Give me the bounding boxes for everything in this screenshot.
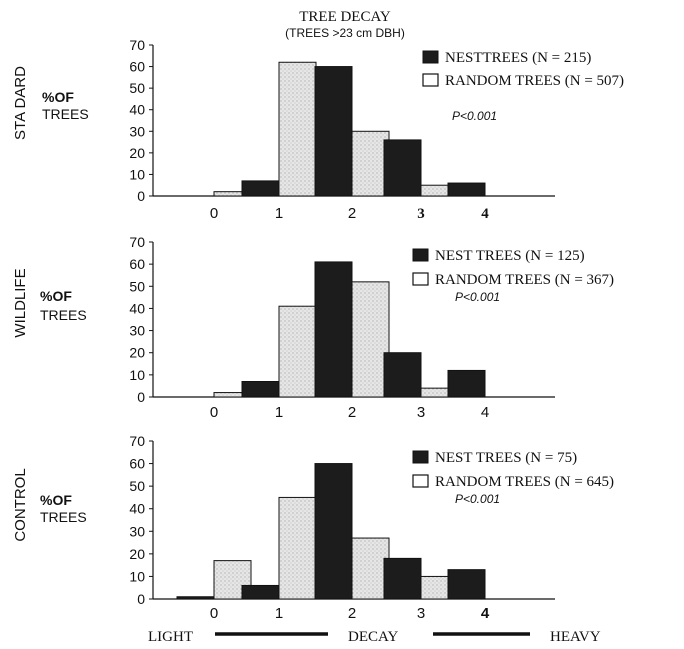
y-tick-label-control: 10 bbox=[129, 568, 145, 584]
y-tick-label-wildlife: 0 bbox=[137, 389, 145, 405]
panel-label-standard: STA DARD bbox=[12, 66, 29, 140]
y-tick-label-standard: 70 bbox=[129, 37, 145, 53]
x-tick-label-control: 0 bbox=[210, 605, 218, 622]
bar-random-control-1 bbox=[278, 496, 317, 600]
p-value-annotation-standard: P<0.001 bbox=[452, 109, 497, 123]
y-tick-label-wildlife: 10 bbox=[129, 367, 145, 383]
legend-swatch-nest-control bbox=[412, 450, 429, 464]
y-tick-label-wildlife: 60 bbox=[129, 256, 145, 272]
x-tick-label-control: 3 bbox=[417, 605, 425, 622]
bar-nest-control-1 bbox=[241, 584, 280, 600]
x-tick-label-control: 1 bbox=[275, 605, 283, 622]
x-tick-label-wildlife: 1 bbox=[275, 404, 283, 421]
p-value-annotation-control: P<0.001 bbox=[455, 492, 500, 506]
bar-nest-standard-1 bbox=[241, 180, 280, 197]
panel-label-wildlife: WILDLIFE bbox=[12, 268, 29, 337]
legend-swatch-nest-wildlife bbox=[412, 248, 429, 262]
y-tick-label-control: 60 bbox=[129, 456, 145, 472]
y-tick-label-wildlife: 40 bbox=[129, 300, 145, 316]
y-axis-label-wildlife-line2: TREES bbox=[40, 307, 87, 323]
bar-nest-standard-2 bbox=[314, 66, 353, 197]
bar-nest-control-4 bbox=[447, 569, 486, 600]
decay-scale-light: LIGHT bbox=[148, 629, 193, 645]
y-tick-label-control: 30 bbox=[129, 523, 145, 539]
y-tick-label-standard: 40 bbox=[129, 102, 145, 118]
bar-random-standard-2 bbox=[351, 130, 390, 197]
bar-nest-wildlife-1 bbox=[241, 381, 280, 398]
x-tick-label-standard: 1 bbox=[275, 205, 283, 222]
bar-random-standard-1 bbox=[278, 61, 317, 197]
x-tick-label-standard: 3 bbox=[417, 206, 425, 222]
y-tick-label-control: 40 bbox=[129, 501, 145, 517]
y-tick-label-control: 0 bbox=[137, 591, 145, 607]
bar-nest-control-0 bbox=[176, 596, 215, 600]
bar-random-wildlife-1 bbox=[278, 305, 317, 398]
legend-label-random-standard: RANDOM TREES (N = 507) bbox=[445, 73, 624, 89]
x-tick-label-wildlife: 0 bbox=[210, 404, 218, 421]
y-axis-label-wildlife: %OF bbox=[40, 288, 72, 304]
y-tick-label-control: 70 bbox=[129, 433, 145, 449]
y-axis-label-control-line2: TREES bbox=[40, 509, 87, 525]
legend-label-nest-wildlife: NEST TREES (N = 125) bbox=[435, 248, 585, 264]
p-value-annotation-wildlife: P<0.001 bbox=[455, 290, 500, 304]
panel-label-control: CONTROL bbox=[12, 468, 29, 541]
legend-swatch-random-control bbox=[412, 474, 429, 488]
bar-nest-standard-4 bbox=[447, 182, 486, 197]
y-tick-label-standard: 10 bbox=[129, 166, 145, 182]
bar-random-control-2 bbox=[351, 537, 390, 600]
legend-label-random-control: RANDOM TREES (N = 645) bbox=[435, 474, 614, 490]
legend-swatch-random-standard bbox=[422, 73, 439, 87]
y-tick-label-standard: 20 bbox=[129, 145, 145, 161]
bar-nest-wildlife-3 bbox=[383, 352, 422, 398]
y-tick-label-standard: 30 bbox=[129, 123, 145, 139]
bar-nest-control-2 bbox=[314, 463, 353, 600]
bar-nest-wildlife-4 bbox=[447, 369, 486, 398]
bar-random-wildlife-2 bbox=[351, 281, 390, 398]
y-tick-label-wildlife: 50 bbox=[129, 278, 145, 294]
bar-nest-control-3 bbox=[383, 557, 422, 600]
y-tick-label-standard: 50 bbox=[129, 80, 145, 96]
x-tick-label-standard: 4 bbox=[481, 206, 489, 222]
legend-label-nest-control: NEST TREES (N = 75) bbox=[435, 450, 577, 466]
y-tick-label-control: 20 bbox=[129, 546, 145, 562]
x-tick-label-wildlife: 2 bbox=[348, 404, 356, 421]
legend-label-random-wildlife: RANDOM TREES (N = 367) bbox=[435, 272, 614, 288]
y-tick-label-standard: 60 bbox=[129, 59, 145, 75]
x-tick-label-control: 4 bbox=[481, 605, 490, 622]
decay-scale-decay: DECAY bbox=[348, 629, 398, 645]
y-tick-label-wildlife: 20 bbox=[129, 345, 145, 361]
decay-scale-heavy: HEAVY bbox=[550, 629, 601, 645]
bar-nest-wildlife-2 bbox=[314, 261, 353, 398]
y-axis-label-control: %OF bbox=[40, 492, 72, 508]
x-tick-label-standard: 2 bbox=[348, 205, 356, 222]
y-axis-label-standard-line2: TREES bbox=[42, 106, 89, 122]
panel-wildlife: WILDLIFE %OF TREES 0 10 20 30 40 50 60 70 0 1 2 3 4 NEST… bbox=[12, 234, 614, 421]
figure-subtitle: (TREES >23 cm DBH) bbox=[285, 26, 405, 40]
y-tick-label-standard: 0 bbox=[137, 188, 145, 204]
y-tick-label-wildlife: 70 bbox=[129, 234, 145, 250]
figure-title: TREE DECAY bbox=[299, 9, 391, 25]
y-axis-label-standard: %OF bbox=[42, 89, 74, 105]
x-tick-label-control: 2 bbox=[348, 605, 356, 622]
y-tick-label-wildlife: 30 bbox=[129, 323, 145, 339]
bar-nest-standard-3 bbox=[383, 139, 422, 197]
x-tick-label-standard: 0 bbox=[210, 205, 218, 222]
y-tick-label-control: 50 bbox=[129, 478, 145, 494]
x-tick-label-wildlife: 4 bbox=[481, 404, 489, 421]
legend-swatch-random-wildlife bbox=[412, 272, 429, 286]
legend-swatch-nest-standard bbox=[422, 50, 439, 64]
legend-label-nest-standard: NESTTREES (N = 215) bbox=[445, 50, 591, 66]
x-tick-label-wildlife: 3 bbox=[417, 404, 425, 421]
